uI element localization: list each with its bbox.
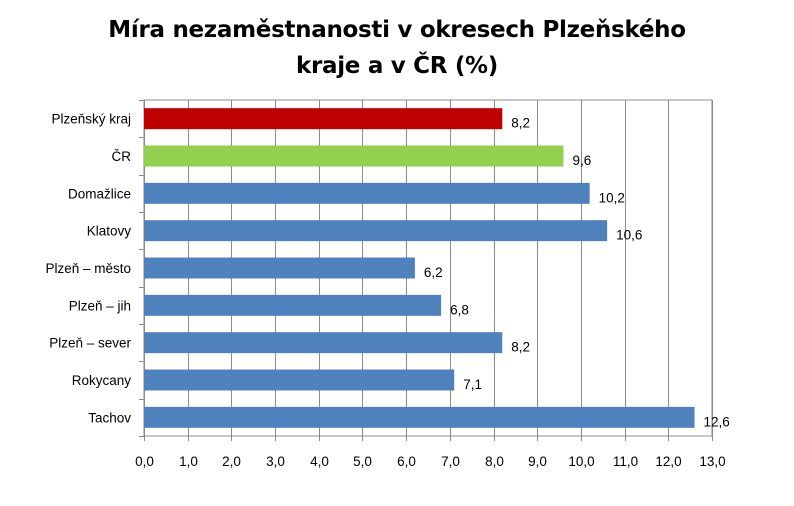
x-tick-label: 11,0: [613, 454, 638, 469]
x-tick-label: 12,0: [655, 454, 681, 469]
bar: [144, 257, 415, 279]
data-label: 8,2: [511, 116, 530, 131]
bar: [144, 406, 695, 428]
chart-title: Míra nezaměstnanosti v okresech Plzeňské…: [0, 12, 794, 84]
data-label: 10,6: [616, 228, 642, 243]
x-tick-label: 7,0: [441, 454, 460, 469]
chart-title-line-1: Míra nezaměstnanosti v okresech Plzeňské…: [108, 17, 686, 43]
bars: [144, 108, 695, 428]
data-label: 10,2: [599, 190, 625, 205]
x-tick-label: 6,0: [397, 454, 416, 469]
x-tick-label: 10,0: [568, 454, 594, 469]
data-label: 8,2: [511, 340, 530, 355]
chart-title-line-2: kraje a v ČR (%): [295, 53, 499, 79]
bar: [144, 332, 503, 354]
bar: [144, 108, 503, 130]
x-tick-label: 2,0: [222, 454, 241, 469]
category-label: Domažlice: [68, 186, 131, 201]
category-label: Plzeň – sever: [49, 336, 131, 351]
bar: [144, 369, 455, 391]
category-label: Rokycany: [72, 373, 132, 388]
category-label: Plzeň – město: [45, 261, 131, 276]
labels: 0,0 1,0 2,0 3,0 4,0 5,0 6,0 7,0 8,0 9,0 10,0 11,0 12…: [45, 112, 729, 469]
data-label: 7,1: [463, 377, 482, 392]
bar: [144, 294, 442, 316]
x-tick-label: 1,0: [179, 454, 198, 469]
x-tick-label: 13,0: [699, 454, 725, 469]
data-label: 9,6: [572, 153, 591, 168]
data-label: 12,6: [704, 414, 730, 429]
x-tick-label: 9,0: [528, 454, 547, 469]
category-label: Plzeňský kraj: [51, 112, 131, 127]
category-label: Tachov: [88, 410, 131, 425]
x-tick-label: 3,0: [266, 454, 285, 469]
data-label: 6,2: [424, 265, 443, 280]
category-label: Plzeň – jih: [69, 298, 131, 313]
category-label: Klatovy: [87, 224, 132, 239]
bar: [144, 220, 608, 242]
x-tick-label: 0,0: [135, 454, 154, 469]
x-tick-label: 5,0: [353, 454, 372, 469]
category-label: ČR: [112, 149, 132, 164]
x-tick-label: 4,0: [310, 454, 329, 469]
bar: [144, 182, 590, 204]
bar: [144, 145, 564, 167]
x-tick-label: 8,0: [485, 454, 504, 469]
data-label: 6,8: [450, 302, 469, 317]
